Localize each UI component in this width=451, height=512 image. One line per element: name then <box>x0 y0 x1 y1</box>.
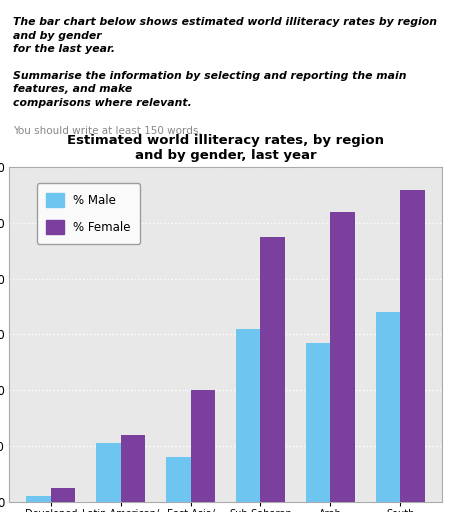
Bar <box>27 496 51 502</box>
Title: Estimated world illiteracy rates, by region
and by gender, last year: Estimated world illiteracy rates, by reg… <box>67 134 384 162</box>
Bar <box>236 329 260 502</box>
Bar <box>191 390 215 502</box>
Bar <box>400 189 424 502</box>
Bar <box>306 343 330 502</box>
Bar <box>97 443 121 502</box>
Text: You should write at least 150 words.: You should write at least 150 words. <box>14 126 202 136</box>
Bar <box>121 435 145 502</box>
Text: The bar chart below shows estimated world illiteracy rates by region and by gend: The bar chart below shows estimated worl… <box>14 17 437 54</box>
Text: Summarise the information by selecting and reporting the main features, and make: Summarise the information by selecting a… <box>14 71 407 108</box>
Bar <box>51 488 75 502</box>
Bar <box>166 457 191 502</box>
Legend: % Male, % Female: % Male, % Female <box>37 183 140 244</box>
Bar <box>260 237 285 502</box>
Bar <box>376 312 400 502</box>
Bar <box>330 212 354 502</box>
